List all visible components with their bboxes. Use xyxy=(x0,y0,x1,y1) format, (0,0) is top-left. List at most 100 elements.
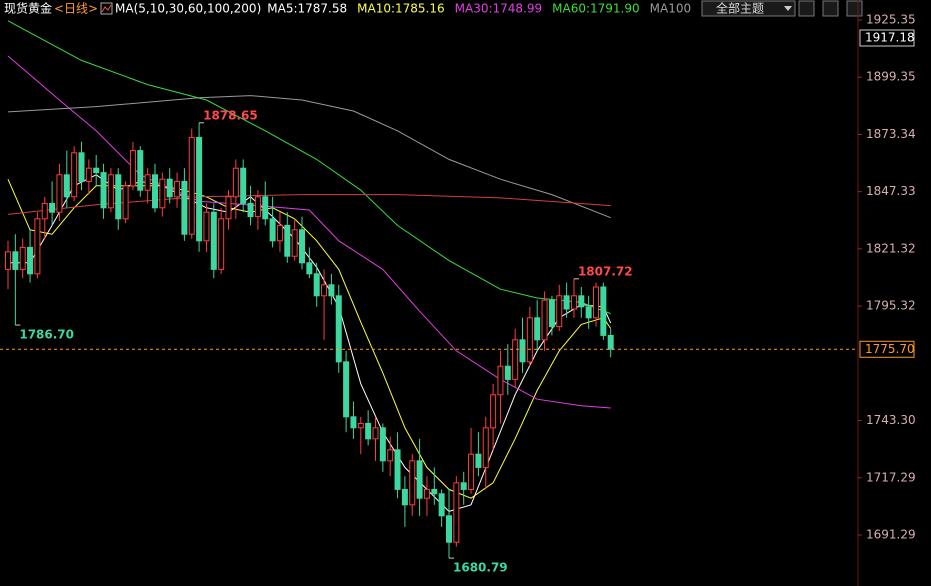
ma-line xyxy=(7,55,611,409)
period-label: <日线> xyxy=(54,2,98,16)
candle-body xyxy=(490,394,497,429)
candle-body xyxy=(247,202,254,218)
candle-body xyxy=(19,246,26,270)
y-tick-label: 1847.33 xyxy=(866,184,916,198)
candle-body xyxy=(144,174,151,191)
toolbar-button[interactable] xyxy=(798,0,815,17)
candle-body xyxy=(541,299,548,341)
legend-entry: MA30:1748.99 xyxy=(455,2,543,16)
candle-body xyxy=(225,196,232,220)
candle-body xyxy=(328,284,335,297)
candle-body xyxy=(321,284,328,297)
candle-body xyxy=(556,295,563,328)
ma-line xyxy=(7,95,611,219)
annotation-label: 1878.65 xyxy=(203,108,258,122)
candle-body xyxy=(115,174,122,220)
candle-body xyxy=(438,493,445,517)
candle-body xyxy=(504,365,511,380)
candle-body xyxy=(570,295,577,310)
instrument-title: 现货黄金 xyxy=(4,1,52,16)
candle-body xyxy=(63,174,70,198)
candle-body xyxy=(548,299,555,328)
candle-body xyxy=(203,211,210,242)
candle-body xyxy=(306,262,313,275)
candle-body xyxy=(446,515,452,543)
price-marker-box xyxy=(859,29,915,47)
candle-body xyxy=(100,172,107,209)
candle-body xyxy=(475,453,482,468)
ma-line xyxy=(7,20,611,315)
candle-body xyxy=(5,251,11,270)
candle-body xyxy=(512,339,519,380)
candle-body xyxy=(291,229,298,257)
indicator-icon-line xyxy=(101,4,112,13)
candle-body xyxy=(232,167,239,198)
theme-button-label[interactable]: 全部主题 xyxy=(716,1,764,16)
candle-body xyxy=(593,286,599,319)
y-tick-label: 1925.35 xyxy=(866,13,916,27)
candle-body xyxy=(578,295,585,308)
indicator-icon xyxy=(100,2,113,15)
candle-body xyxy=(262,196,269,220)
candle-body xyxy=(379,427,386,462)
candle-body xyxy=(607,334,614,350)
theme-button[interactable] xyxy=(701,0,796,17)
y-tick-label: 1691.29 xyxy=(866,527,916,541)
candle-body xyxy=(365,422,372,440)
candle-body xyxy=(181,180,188,235)
candle-body xyxy=(49,202,56,213)
legend-entry: MA10:1785.16 xyxy=(357,2,445,16)
candle-body xyxy=(372,427,379,440)
candle-body xyxy=(34,218,41,275)
legend-entry: MA5:1787.58 xyxy=(267,2,347,16)
candle-body xyxy=(534,317,541,341)
price-marker-label: 1917.18 xyxy=(865,31,915,45)
candle-body xyxy=(343,361,350,418)
candle-body xyxy=(313,273,320,297)
candle-body xyxy=(497,365,504,396)
candle-body xyxy=(137,150,144,191)
y-tick-label: 1795.32 xyxy=(866,299,916,313)
legend-entry: MA60:1791.90 xyxy=(552,2,640,16)
candle-body xyxy=(350,416,357,429)
candle-body xyxy=(526,317,533,363)
candle-body xyxy=(159,178,166,209)
candle-body xyxy=(240,167,247,204)
candle-body xyxy=(416,460,423,499)
candle-body xyxy=(453,482,460,543)
candle-body xyxy=(85,167,92,182)
y-tick-label: 1873.34 xyxy=(866,127,916,141)
candle-body xyxy=(129,150,136,187)
candle-body xyxy=(482,427,489,468)
candle-body xyxy=(56,174,63,213)
candle-body xyxy=(12,251,19,270)
candle-body xyxy=(107,174,114,209)
candle-body xyxy=(93,167,100,174)
candle-body xyxy=(122,185,129,220)
ma-line xyxy=(7,194,611,215)
candle-body xyxy=(196,136,203,242)
candle-body xyxy=(431,488,438,495)
toolbar-button[interactable] xyxy=(822,0,839,17)
annotation-label: 1786.70 xyxy=(19,328,74,342)
toolbar-button[interactable] xyxy=(846,0,863,17)
annotation-label: 1807.72 xyxy=(578,264,633,278)
candle-body xyxy=(519,339,526,363)
candle-body xyxy=(27,246,34,275)
candle-body xyxy=(460,482,467,490)
dropdown-arrow[interactable] xyxy=(784,6,792,11)
candle-body xyxy=(387,449,394,462)
candle-body xyxy=(218,218,225,270)
candle-body xyxy=(468,453,475,490)
y-tick-label: 1717.29 xyxy=(866,470,916,484)
candle-body xyxy=(174,180,181,198)
annotation-label: 1680.79 xyxy=(453,561,508,575)
candle-body xyxy=(284,224,291,257)
candle-body xyxy=(254,196,261,218)
candle-body xyxy=(401,488,408,506)
candle-body xyxy=(335,295,342,363)
last-price-label: 1775.70 xyxy=(865,342,915,356)
candle-body xyxy=(188,136,195,235)
